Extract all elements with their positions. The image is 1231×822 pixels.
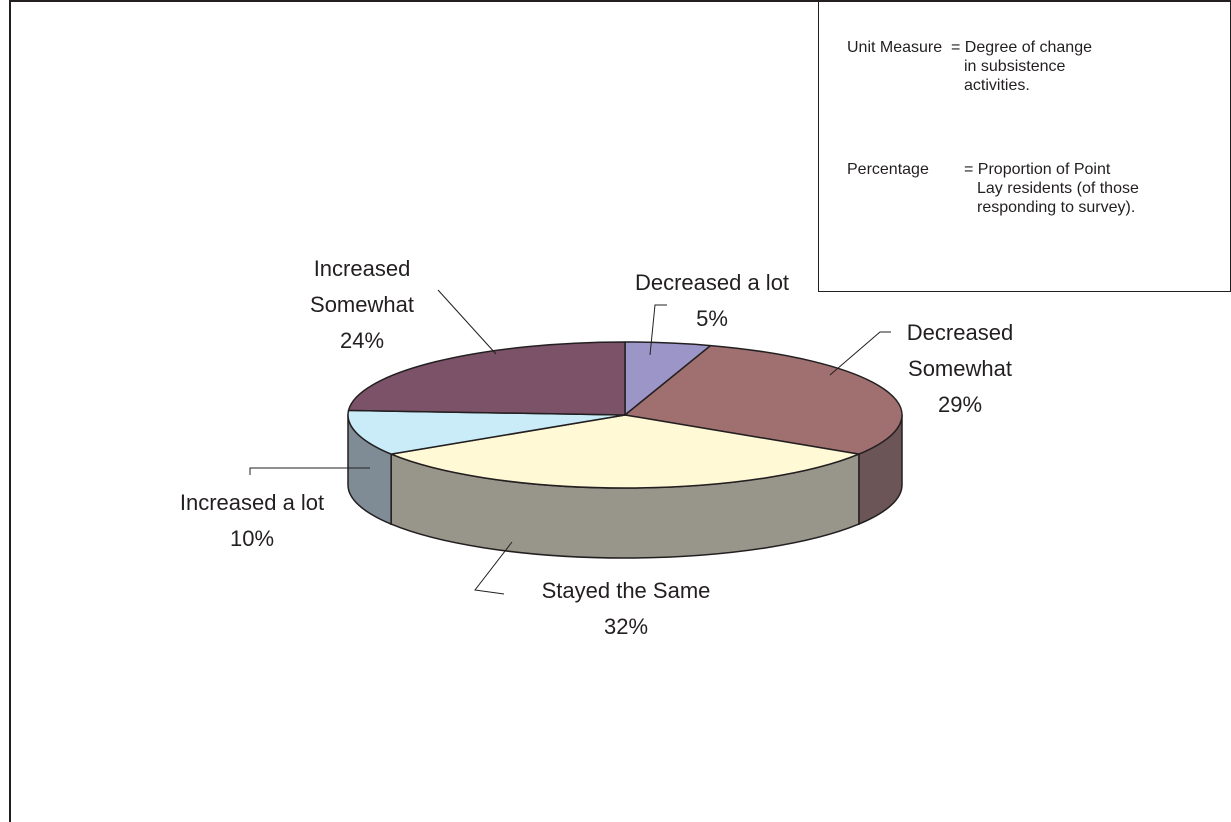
data-label-line: Decreased <box>907 320 1013 345</box>
note-definition-line: = Proportion of Point <box>964 161 1111 178</box>
leader-line <box>437 289 497 355</box>
leader-line <box>474 541 513 595</box>
data-label-line: Decreased a lot <box>635 270 789 295</box>
note-unit-measure: Unit Measure = Degree of change in subsi… <box>847 38 1227 98</box>
data-label-increased-somewhat: Increased Somewhat 24% <box>310 256 497 355</box>
data-label-line: 32% <box>604 614 648 639</box>
data-label-text: Decreased a lot 5% <box>635 270 789 331</box>
data-label-text: Decreased Somewhat 29% <box>907 320 1013 417</box>
data-label-stayed-the-same: Stayed the Same 32% <box>474 541 711 639</box>
data-label-line: 24% <box>340 328 384 353</box>
note-percentage: Percentage = Proportion of Point Lay res… <box>847 160 1227 220</box>
pie-slice-increased-a-lot <box>347 409 626 455</box>
leader-line <box>649 304 667 356</box>
notes-box: Unit Measure = Degree of change in subsi… <box>818 1 1231 292</box>
note-definition-line: Lay residents (of those <box>977 180 1139 197</box>
note-definition-line: in subsistence <box>964 58 1066 75</box>
data-label-line: Increased a lot <box>180 490 324 515</box>
data-label-text: Stayed the Same 32% <box>542 578 711 639</box>
note-definition-line: activities. <box>964 77 1030 94</box>
note-term: Percentage <box>847 161 929 178</box>
note-definition-line: = Degree of change <box>951 39 1092 56</box>
pie-slice-increased-somewhat <box>347 341 626 416</box>
data-label-text: Increased Somewhat 24% <box>310 256 414 353</box>
note-term: Unit Measure <box>847 39 943 56</box>
data-label-text: Increased a lot 10% <box>180 490 324 551</box>
note-definition-line: responding to survey). <box>977 199 1136 216</box>
pie-top-group <box>347 341 903 489</box>
chart-frame <box>9 0 1231 822</box>
pie-slice-stayed-the-same <box>390 414 860 489</box>
data-label-line: Increased <box>314 256 411 281</box>
data-label-line: 29% <box>938 392 982 417</box>
data-label-decreased-somewhat: Decreased Somewhat 29% <box>829 320 1013 417</box>
note-definition: = Degree of change in subsistence activi… <box>951 38 1092 95</box>
leader-line <box>249 467 370 475</box>
data-label-increased-a-lot: Increased a lot 10% <box>180 467 370 551</box>
data-label-line: 10% <box>230 526 274 551</box>
data-label-line: Stayed the Same <box>542 578 711 603</box>
data-label-line: Somewhat <box>908 356 1012 381</box>
data-label-line: 5% <box>696 306 728 331</box>
data-label-line: Somewhat <box>310 292 414 317</box>
leader-line <box>829 331 891 376</box>
data-label-decreased-a-lot: Decreased a lot 5% <box>635 270 789 356</box>
note-definition: = Proportion of Point Lay residents (of … <box>964 160 1139 217</box>
